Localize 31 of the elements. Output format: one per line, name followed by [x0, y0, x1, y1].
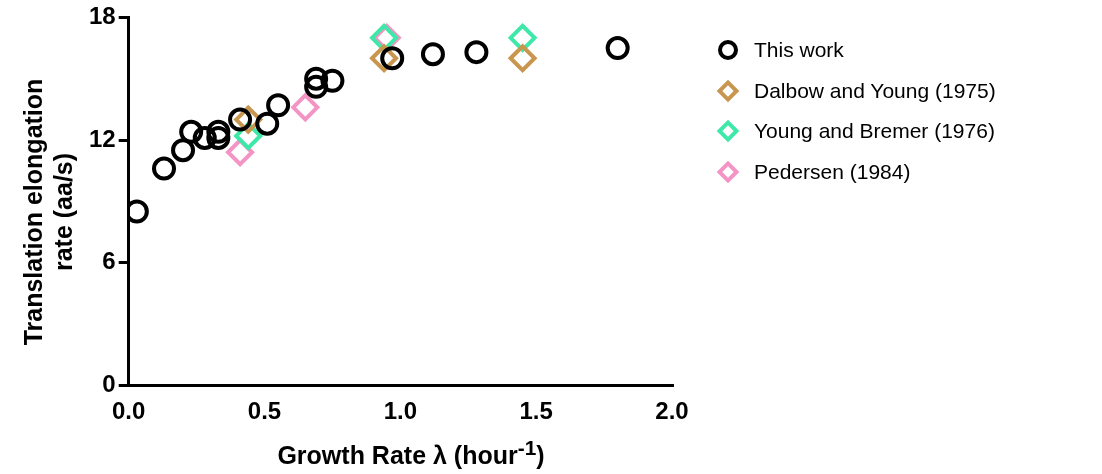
point	[206, 125, 231, 150]
y-tick-label: 18	[88, 2, 116, 30]
x-axis-title: Growth Rate λ (hour$^{-1}$)	[276, 436, 546, 471]
point	[192, 125, 217, 150]
x-tick-label: 1.0	[383, 397, 418, 425]
point	[320, 68, 345, 93]
point	[152, 156, 177, 181]
y-tick-label: 12	[88, 124, 116, 152]
legend-label: Dalbow and Young (1975)	[754, 78, 996, 103]
point	[420, 42, 445, 67]
y-axis-title: Translation elongation rate (aa/s)	[18, 77, 78, 348]
point	[304, 66, 329, 91]
point	[605, 36, 630, 61]
point	[206, 119, 231, 144]
point	[304, 74, 329, 99]
point	[464, 40, 489, 65]
legend-label: Pedersen (1984)	[754, 159, 911, 184]
x-tick-label: 0.0	[112, 397, 146, 425]
point	[508, 44, 537, 73]
y-tick-label: 0	[102, 369, 116, 397]
point	[255, 111, 280, 136]
point	[266, 93, 291, 118]
legend-label: Young and Bremer (1976)	[754, 119, 995, 144]
legend-label: This work	[754, 38, 844, 63]
x-tick-label: 1.5	[519, 397, 553, 425]
point	[179, 119, 204, 144]
point	[291, 93, 320, 122]
x-tick-label: 2.0	[655, 397, 689, 425]
x-tick-label: 0.5	[247, 397, 282, 425]
y-tick-label: 6	[102, 247, 116, 275]
point	[171, 138, 196, 163]
